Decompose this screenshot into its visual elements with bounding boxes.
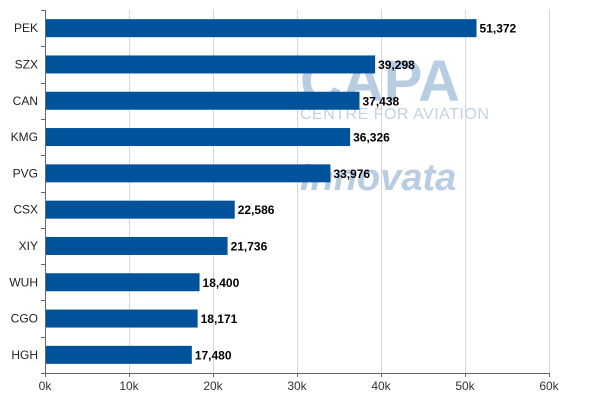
value-label-pek: 51,372	[480, 22, 517, 36]
value-label-szx: 39,298	[378, 58, 415, 72]
x-tick-label-6: 60k	[539, 379, 559, 393]
bars	[45, 19, 477, 364]
category-label-pek: PEK	[14, 21, 38, 35]
x-tick-label-2: 20k	[203, 379, 223, 393]
bar-pvg	[45, 164, 331, 183]
labels: PEK 51,372 SZX 39,298 CAN 37,438 KMG 36,326 PVG 3…	[9, 21, 559, 393]
category-label-wuh: WUH	[9, 275, 38, 289]
category-label-can: CAN	[13, 94, 38, 108]
bar-csx	[45, 200, 235, 219]
value-label-can: 37,438	[362, 94, 399, 108]
bar-pek	[45, 19, 477, 38]
value-label-kmg: 36,326	[353, 131, 390, 145]
bar-szx	[45, 55, 376, 74]
category-label-cgo: CGO	[11, 312, 38, 326]
x-tick-label-4: 40k	[371, 379, 391, 393]
x-tick-label-0: 0k	[39, 379, 53, 393]
bar-cgo	[45, 309, 198, 328]
bar-xiy	[45, 236, 228, 255]
category-label-pvg: PVG	[13, 166, 38, 180]
value-label-wuh: 18,400	[203, 276, 240, 290]
category-label-kmg: KMG	[11, 130, 38, 144]
category-label-hgh: HGH	[11, 348, 38, 362]
bar-hgh	[45, 345, 192, 364]
x-tick-label-5: 50k	[455, 379, 475, 393]
bar-kmg	[45, 128, 351, 147]
value-label-pvg: 33,976	[333, 167, 370, 181]
value-label-hgh: 17,480	[195, 348, 232, 362]
category-label-csx: CSX	[13, 203, 38, 217]
category-label-xiy: XIY	[19, 239, 38, 253]
axes	[41, 10, 550, 377]
bar-wuh	[45, 273, 200, 292]
x-tick-label-3: 30k	[287, 379, 307, 393]
x-tick-label-1: 10k	[119, 379, 139, 393]
value-label-cgo: 18,171	[201, 312, 238, 326]
watermark-tagline: CENTRE FOR AVIATION	[300, 106, 489, 123]
category-label-szx: SZX	[15, 57, 38, 71]
bar-can	[45, 91, 360, 110]
value-label-csx: 22,586	[238, 203, 275, 217]
value-label-xiy: 21,736	[231, 239, 268, 253]
